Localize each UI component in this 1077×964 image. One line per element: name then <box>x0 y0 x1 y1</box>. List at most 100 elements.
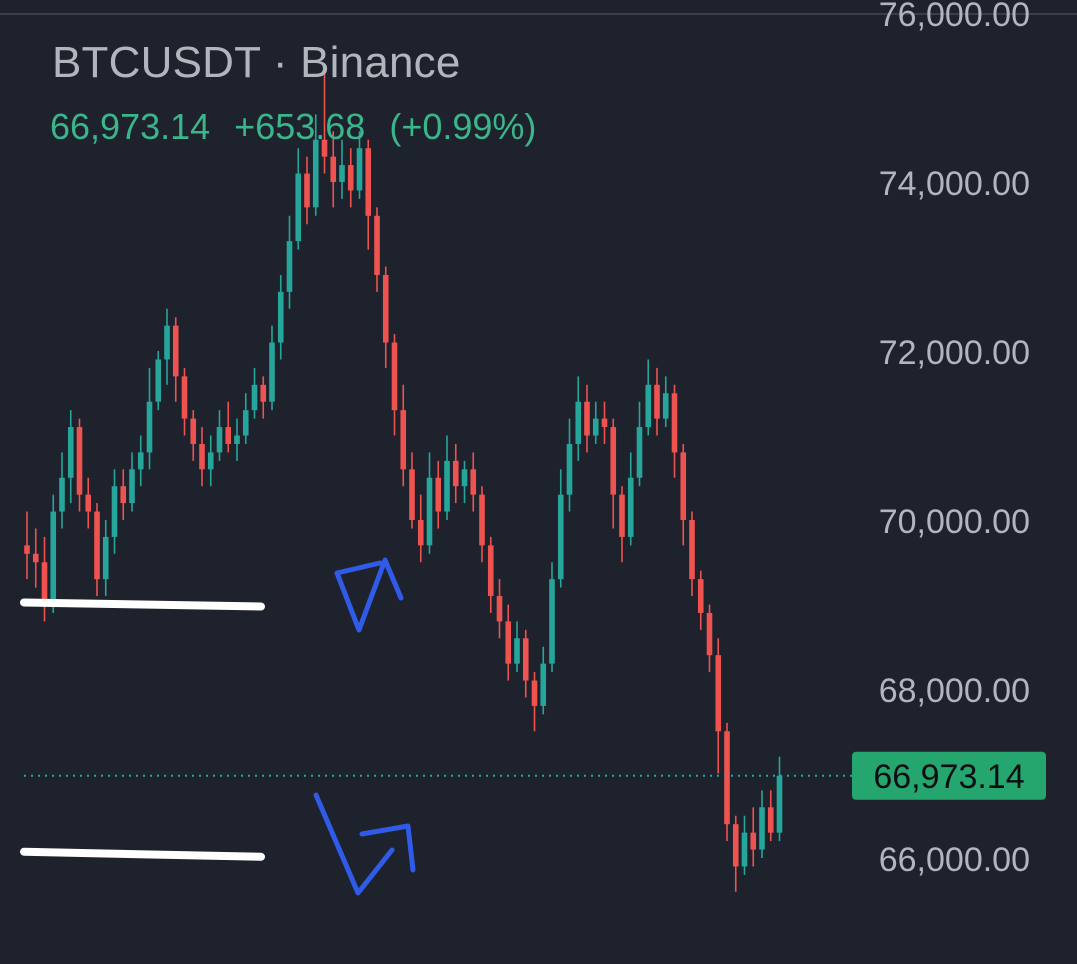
y-tick-label: 76,000.00 <box>879 0 1030 34</box>
candle-body <box>347 165 354 191</box>
candle-body <box>767 807 774 833</box>
candle <box>251 367 258 419</box>
y-tick-label: 72,000.00 <box>879 334 1030 372</box>
candle <box>426 452 433 554</box>
candle <box>750 807 757 867</box>
candle <box>435 460 442 529</box>
candle <box>155 351 162 411</box>
candle-body <box>662 393 669 419</box>
candle-body <box>452 460 459 487</box>
candle <box>207 435 214 487</box>
candle-body <box>575 401 582 444</box>
candle-body <box>155 359 162 402</box>
candle <box>724 722 730 842</box>
candle-body <box>321 139 328 157</box>
candle-body <box>470 469 477 495</box>
candle <box>347 148 354 208</box>
candle-body <box>41 562 48 605</box>
candle <box>444 435 450 520</box>
candle <box>76 418 83 512</box>
candle <box>41 536 48 622</box>
exchange-name: Binance <box>300 38 461 87</box>
candle <box>732 815 739 892</box>
candle-body <box>85 494 92 512</box>
candle <box>575 376 582 461</box>
candle-body <box>654 384 660 419</box>
candle <box>522 629 529 698</box>
candle <box>391 334 398 436</box>
y-tick-label: 66,000.00 <box>879 841 1030 879</box>
candle <box>339 139 345 199</box>
candle <box>654 367 660 436</box>
candle <box>234 418 240 461</box>
candle <box>417 494 424 563</box>
candle-body <box>601 418 608 428</box>
support-line-upper <box>20 598 265 611</box>
candle-body <box>59 477 65 512</box>
candle <box>374 207 380 292</box>
candle-body <box>741 832 748 867</box>
candle-body <box>172 325 179 377</box>
candle-body <box>750 832 757 850</box>
candle-body <box>400 410 407 470</box>
candle-body <box>522 638 529 681</box>
candle <box>487 536 494 613</box>
candle-body <box>610 427 617 495</box>
candle-body <box>566 443 573 495</box>
candle-body <box>330 156 337 182</box>
candle <box>479 486 485 563</box>
candle <box>50 494 57 613</box>
candle <box>304 156 310 225</box>
candle-body <box>417 520 424 546</box>
candle <box>172 317 179 402</box>
candle <box>689 511 695 597</box>
candle-body <box>732 824 739 867</box>
candle <box>531 672 538 732</box>
y-tick-label: 74,000.00 <box>879 165 1030 203</box>
candle <box>137 435 144 487</box>
candle-body <box>409 469 415 520</box>
candle-body <box>164 325 170 360</box>
candle-body <box>260 384 267 402</box>
candle <box>146 367 153 470</box>
candle-body <box>32 553 39 563</box>
candle-body <box>137 452 144 470</box>
candle-body <box>295 173 302 242</box>
candles <box>24 63 783 892</box>
candle-body <box>680 452 687 520</box>
candle-body <box>216 427 223 453</box>
candle-body <box>531 680 538 706</box>
candle <box>312 114 319 216</box>
candle-body <box>312 139 319 208</box>
candle-body <box>129 469 135 504</box>
candle <box>216 410 223 461</box>
candle <box>382 266 389 368</box>
support-line-lower <box>20 847 265 861</box>
candle <box>636 401 643 487</box>
candle-body <box>234 435 240 444</box>
candle <box>260 376 267 419</box>
candle <box>225 401 232 453</box>
candle-body <box>120 486 127 504</box>
candle-body <box>435 477 442 512</box>
candle-body <box>269 342 275 402</box>
candle-body <box>24 545 30 554</box>
candle-body <box>382 274 389 343</box>
candle-body <box>592 418 599 436</box>
candle <box>286 215 293 309</box>
candle-body <box>286 241 293 292</box>
candle <box>365 139 372 250</box>
candle-body <box>671 393 678 453</box>
quote-line: 66,973.14 +653.68 (+0.99%) <box>50 106 550 148</box>
candle-body <box>689 520 695 580</box>
candle-body <box>444 460 450 512</box>
candle-body <box>102 536 109 580</box>
candle <box>102 520 109 597</box>
candle-body <box>715 655 722 732</box>
candle <box>409 452 415 529</box>
candle <box>662 376 669 428</box>
candle <box>269 325 275 411</box>
candle-body <box>461 469 468 487</box>
candle <box>24 511 30 580</box>
